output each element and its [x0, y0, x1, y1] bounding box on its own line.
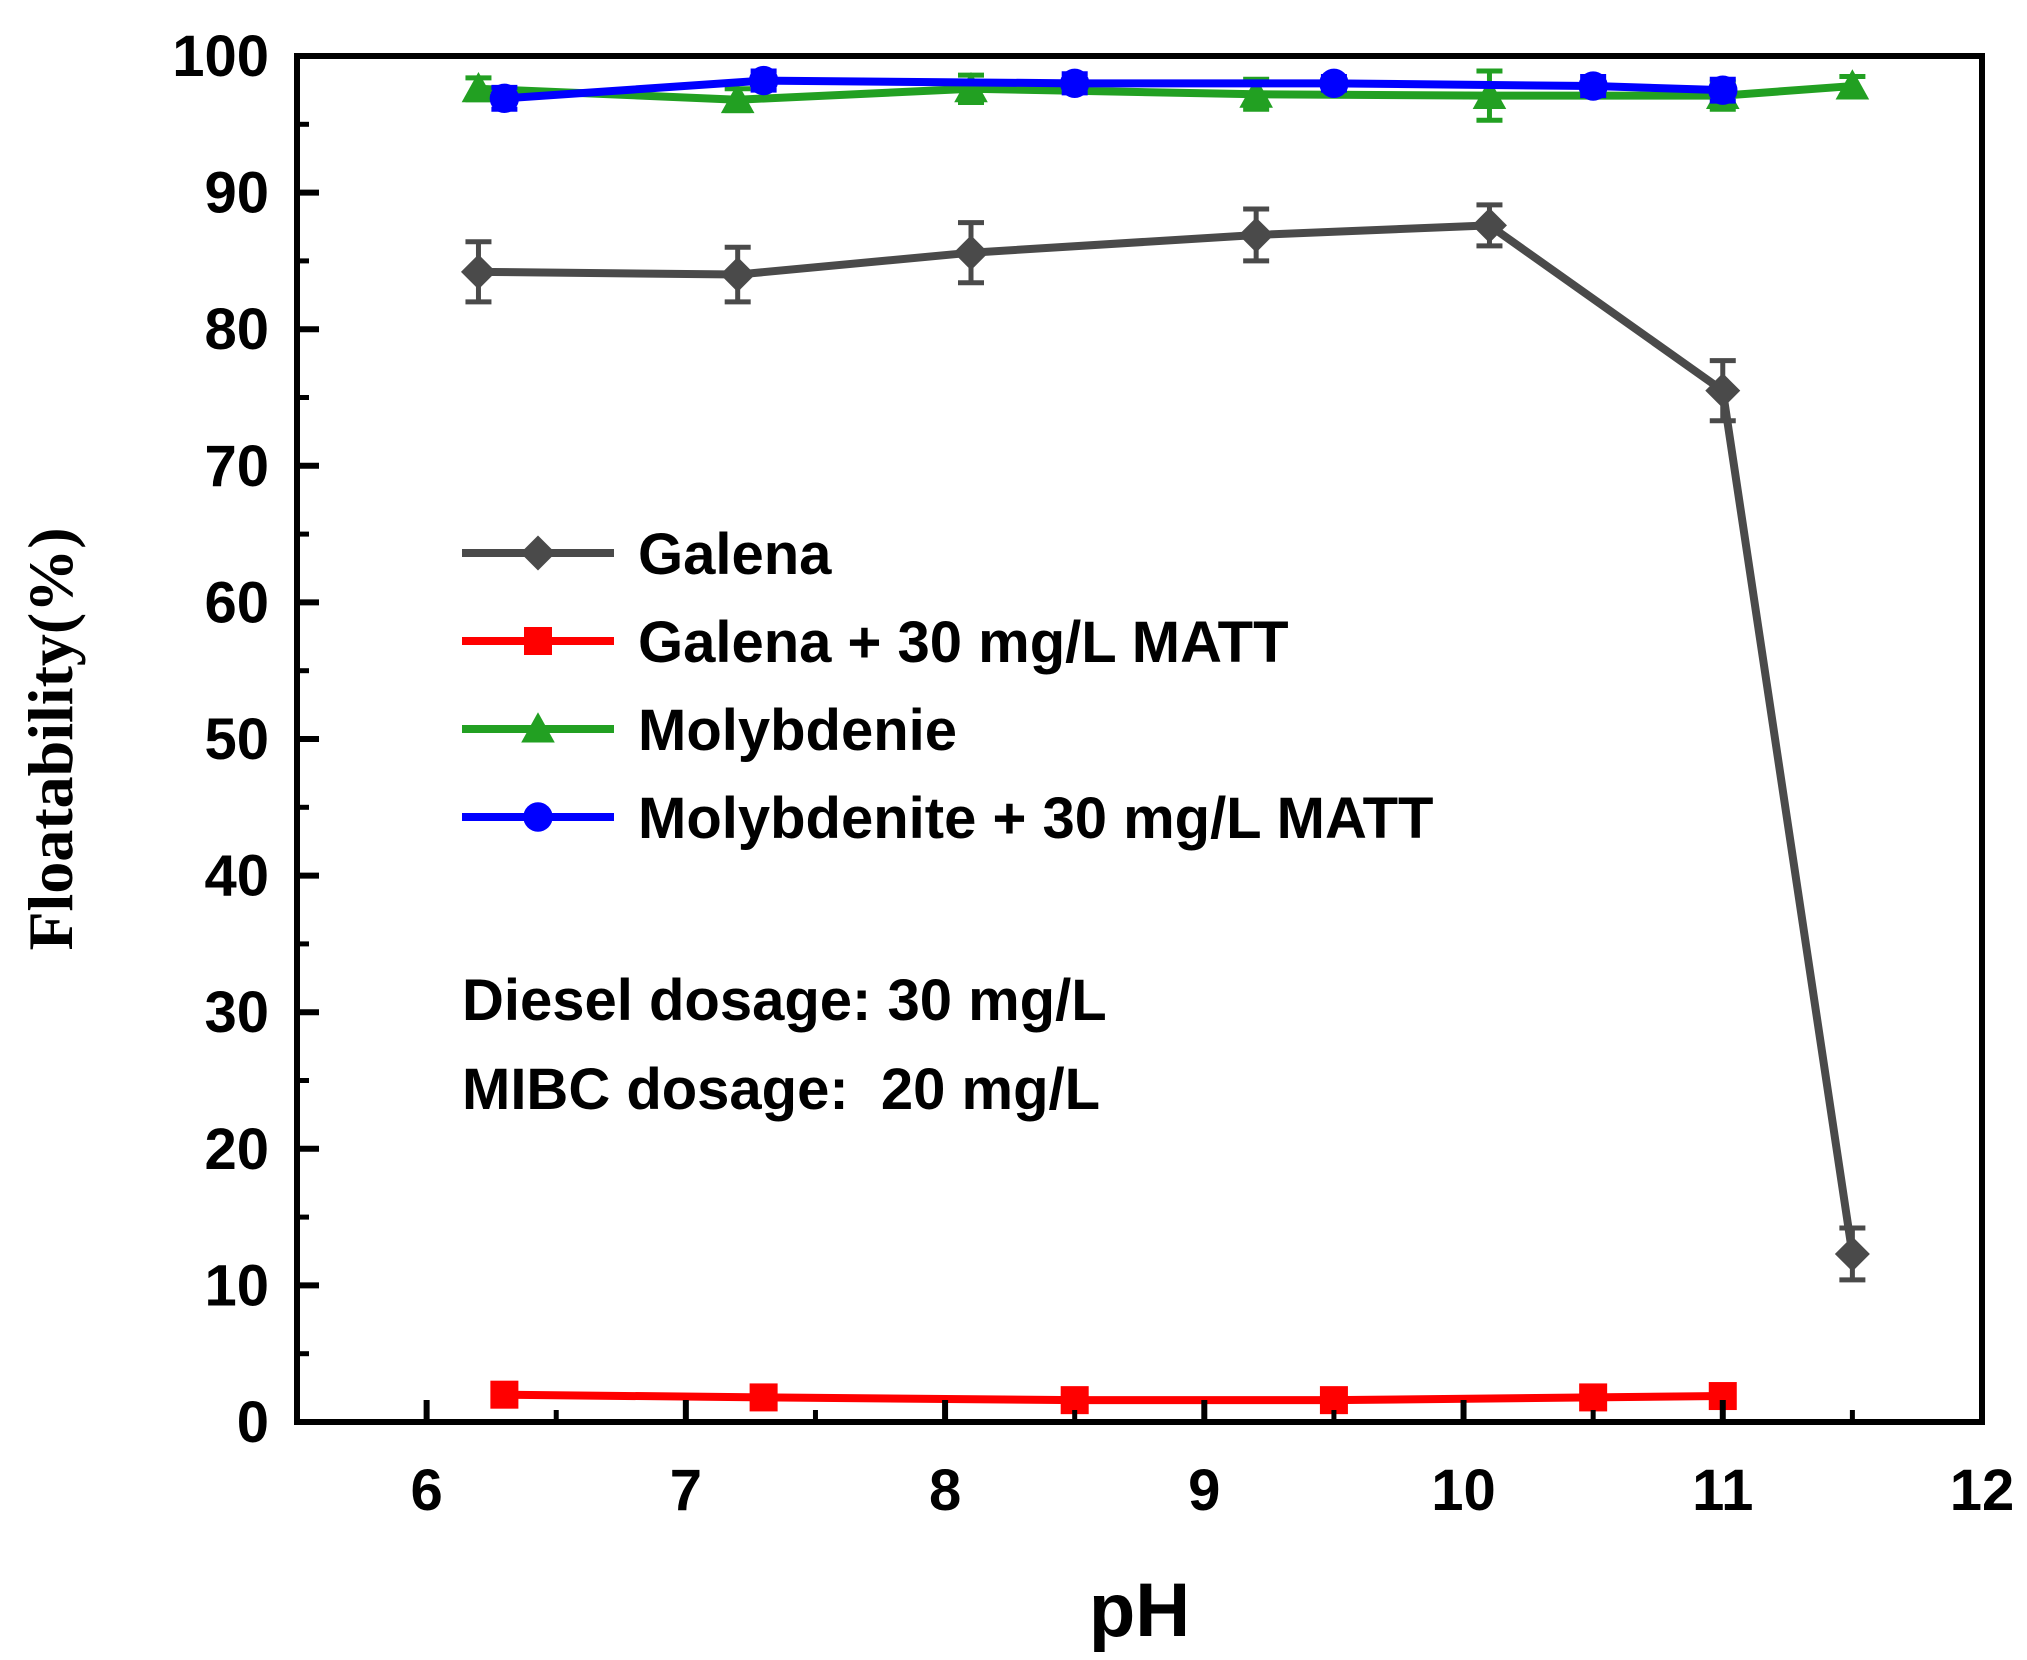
y-tick-label: 10: [204, 1253, 269, 1318]
data-point: [749, 1383, 778, 1412]
legend-item: Galena + 30 mg/L MATT: [462, 610, 1289, 675]
y-tick-label: 50: [204, 707, 269, 772]
legend-swatch-marker: [520, 535, 556, 571]
data-point: [1708, 75, 1738, 105]
dosage-notes: Diesel dosage: 30 mg/L MIBC dosage: 20 mg…: [462, 968, 1107, 1122]
legend-swatch-marker: [523, 802, 553, 832]
series-4: [489, 65, 1738, 114]
y-tick-label: 100: [172, 24, 269, 89]
y-tick-label: 60: [204, 570, 269, 635]
data-point: [1578, 71, 1608, 101]
x-axis-title: pH: [1089, 1568, 1190, 1653]
data-point: [1471, 207, 1507, 243]
x-tick-label: 7: [670, 1458, 702, 1523]
legend-label: Galena: [638, 522, 832, 587]
data-point: [1834, 1236, 1870, 1272]
data-point: [720, 82, 755, 114]
series-3: [461, 68, 1870, 123]
data-point: [1059, 68, 1090, 99]
series-line: [504, 1390, 1723, 1405]
series-2: [490, 1380, 1737, 1415]
y-tick-label: 0: [237, 1390, 269, 1455]
data-point: [954, 71, 988, 103]
x-tick-label: 12: [1950, 1458, 2015, 1523]
x-tick-label: 9: [1188, 1458, 1220, 1523]
legend-item: Molybdenie: [462, 698, 957, 763]
legend-label: Molybdenie: [638, 698, 957, 763]
legend-swatch-marker: [521, 712, 555, 743]
x-tick-label: 8: [929, 1458, 961, 1523]
data-point: [490, 1380, 519, 1409]
x-tick-label: 6: [410, 1458, 442, 1523]
data-point: [1319, 68, 1349, 99]
data-point: [953, 235, 989, 271]
y-tick-label: 30: [204, 980, 269, 1045]
legend-item: Molybdenite + 30 mg/L MATT: [462, 786, 1433, 851]
series-1: [460, 202, 1870, 1283]
x-tick-label: 10: [1431, 1458, 1496, 1523]
data-point: [1835, 69, 1870, 100]
legend-label: Molybdenite + 30 mg/L MATT: [638, 786, 1433, 851]
data-point: [1319, 1386, 1348, 1415]
y-tick-label: 20: [204, 1117, 269, 1182]
y-tick-label: 40: [204, 844, 269, 909]
data-point: [1705, 373, 1741, 409]
y-tick-label: 90: [204, 161, 269, 226]
y-tick-label: 80: [204, 297, 269, 362]
data-point: [489, 83, 520, 114]
data-point: [461, 71, 496, 103]
data-point: [1238, 217, 1274, 253]
y-axis-title: Floatability(%): [15, 527, 86, 950]
data-point: [748, 65, 779, 96]
legend-label: Galena + 30 mg/L MATT: [638, 610, 1289, 675]
data-point: [1472, 78, 1507, 110]
dosage-note: MIBC dosage: 20 mg/L: [462, 1057, 1100, 1122]
data-point: [1239, 77, 1273, 108]
axes-layer: 0 10 20 30 40 50 60 70 80 90 100 6 7 8 9 10 11 12: [172, 24, 2014, 1523]
legend: Galena Galena + 30 mg/L MATT Molybdenie Mol…: [462, 522, 1433, 851]
legend-swatch-marker: [524, 627, 552, 655]
data-point: [460, 254, 496, 290]
dosage-note: Diesel dosage: 30 mg/L: [462, 968, 1107, 1033]
legend-item: Galena: [462, 522, 832, 587]
x-tick-label: 11: [1692, 1458, 1753, 1523]
data-point: [1579, 1383, 1608, 1412]
y-tick-label: 70: [204, 434, 269, 499]
series-line: [504, 76, 1723, 103]
data-point: [720, 257, 756, 293]
data-point: [1060, 1386, 1089, 1415]
